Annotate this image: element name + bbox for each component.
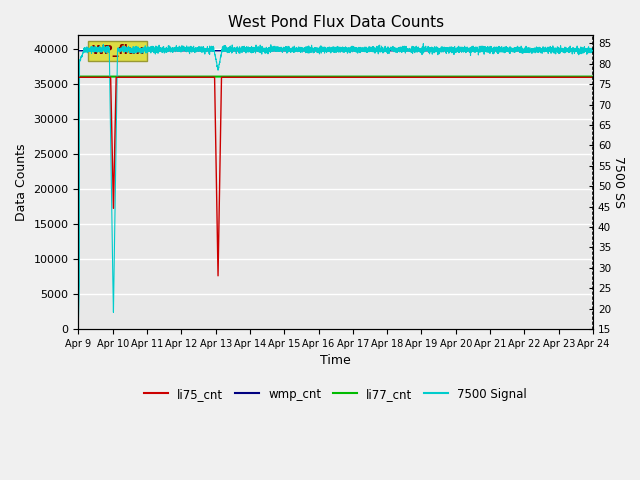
Y-axis label: Data Counts: Data Counts	[15, 144, 28, 221]
Title: West Pond Flux Data Counts: West Pond Flux Data Counts	[228, 15, 444, 30]
Y-axis label: 7500 SS: 7500 SS	[612, 156, 625, 208]
Legend: li75_cnt, wmp_cnt, li77_cnt, 7500 Signal: li75_cnt, wmp_cnt, li77_cnt, 7500 Signal	[140, 383, 532, 405]
Text: WP_flux: WP_flux	[92, 44, 144, 57]
X-axis label: Time: Time	[321, 354, 351, 367]
